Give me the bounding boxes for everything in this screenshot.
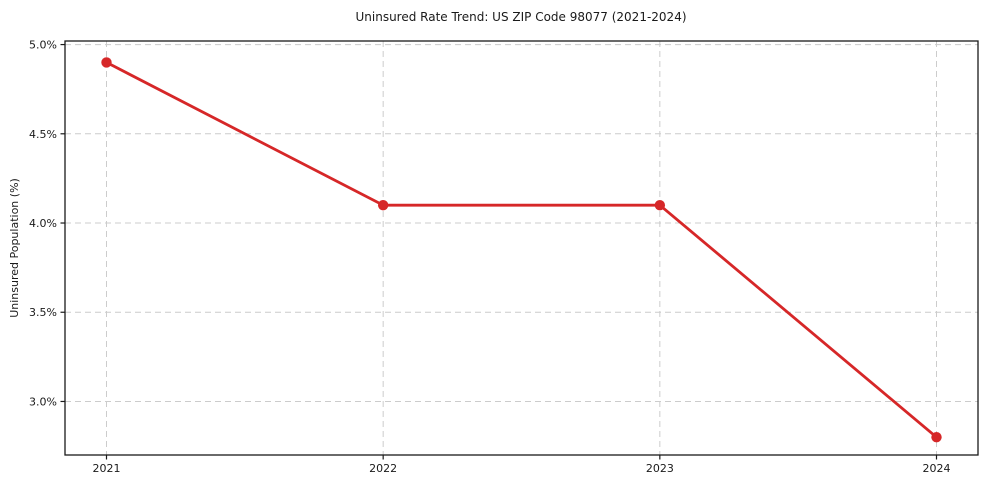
data-point xyxy=(931,431,942,443)
y-tick-label: 4.0% xyxy=(29,217,57,230)
data-point xyxy=(654,199,666,211)
x-tick-label: 2024 xyxy=(923,462,951,475)
data-series xyxy=(101,57,942,443)
x-tick-label: 2022 xyxy=(369,462,397,475)
y-tick-label: 3.0% xyxy=(29,395,57,408)
x-tick-label: 2023 xyxy=(646,462,674,475)
axes-frame xyxy=(60,40,979,460)
data-point xyxy=(377,199,389,211)
plot-frame xyxy=(64,40,979,456)
chart-title: Uninsured Rate Trend: US ZIP Code 98077 … xyxy=(355,10,686,24)
data-point xyxy=(101,57,112,68)
y-tick-label: 4.5% xyxy=(29,128,57,141)
y-tick-label: 5.0% xyxy=(29,39,57,52)
x-tick-label: 2021 xyxy=(93,462,121,475)
y-tick-label: 3.5% xyxy=(29,306,57,319)
gridlines xyxy=(65,41,978,455)
tick-labels: 3.0% 3.5% 4.0% 4.5% 5.0% 2021 2022 2023 2024 xyxy=(29,39,950,475)
y-axis-label: Uninsured Population (%) xyxy=(8,178,21,318)
trend-line xyxy=(105,61,938,439)
